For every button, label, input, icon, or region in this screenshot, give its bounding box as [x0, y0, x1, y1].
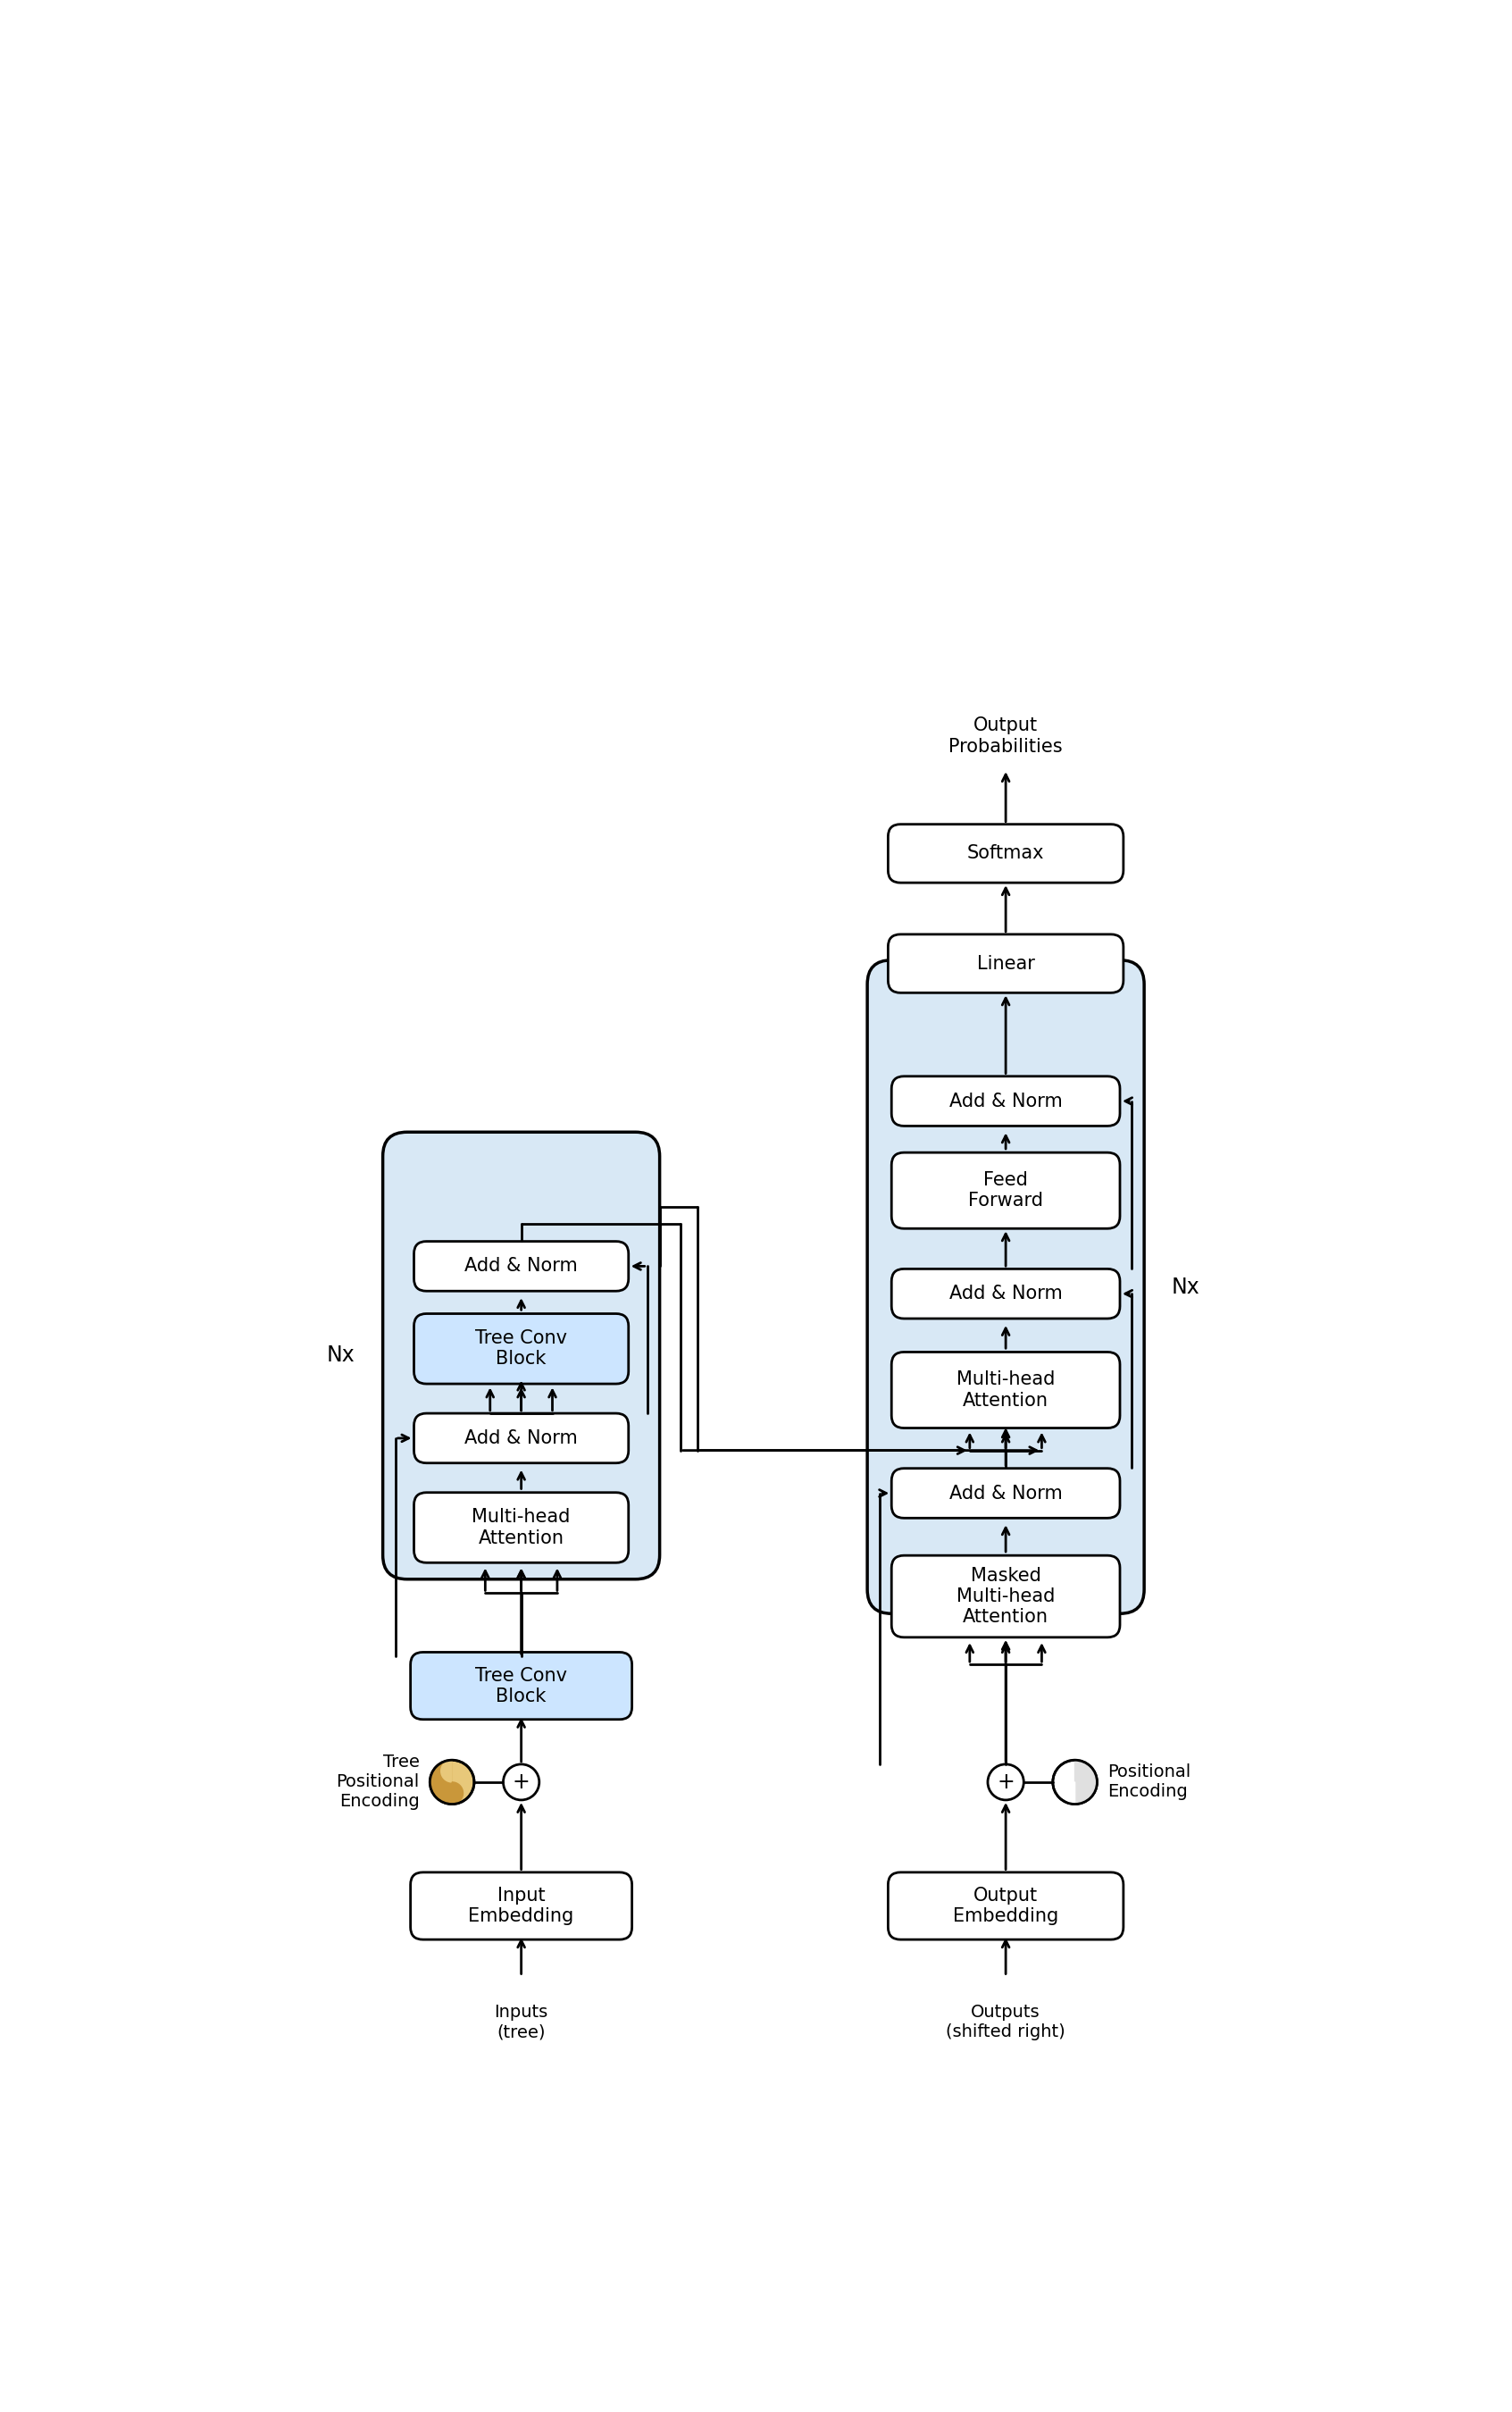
Text: Multi-head
Attention: Multi-head Attention	[957, 1370, 1055, 1409]
Polygon shape	[429, 1761, 452, 1804]
Text: Multi-head
Attention: Multi-head Attention	[472, 1508, 570, 1546]
FancyBboxPatch shape	[892, 1153, 1120, 1228]
Polygon shape	[1075, 1761, 1098, 1804]
Polygon shape	[442, 1761, 452, 1782]
Text: +: +	[996, 1770, 1015, 1792]
Text: Outputs
(shifted right): Outputs (shifted right)	[947, 2004, 1066, 2041]
Circle shape	[429, 1761, 475, 1804]
FancyBboxPatch shape	[892, 1469, 1120, 1517]
Text: +: +	[513, 1770, 531, 1792]
Text: Output
Embedding: Output Embedding	[953, 1886, 1058, 1925]
Text: Add & Norm: Add & Norm	[464, 1430, 578, 1447]
Text: Add & Norm: Add & Norm	[950, 1483, 1063, 1503]
Text: Nx: Nx	[1172, 1276, 1201, 1298]
Text: Add & Norm: Add & Norm	[950, 1286, 1063, 1302]
Text: Inputs
(tree): Inputs (tree)	[494, 2004, 549, 2041]
FancyBboxPatch shape	[414, 1413, 629, 1464]
Text: Nx: Nx	[327, 1346, 355, 1365]
FancyBboxPatch shape	[892, 1269, 1120, 1319]
Circle shape	[987, 1763, 1024, 1799]
Text: Tree Conv
Block: Tree Conv Block	[475, 1329, 567, 1368]
Text: Output
Probabilities: Output Probabilities	[948, 716, 1063, 755]
FancyBboxPatch shape	[892, 1556, 1120, 1638]
Polygon shape	[1075, 1761, 1086, 1782]
Text: Add & Norm: Add & Norm	[950, 1093, 1063, 1110]
FancyBboxPatch shape	[414, 1493, 629, 1563]
Text: Masked
Multi-head
Attention: Masked Multi-head Attention	[957, 1568, 1055, 1626]
FancyBboxPatch shape	[888, 1872, 1123, 1939]
FancyBboxPatch shape	[410, 1652, 632, 1720]
Text: Tree Conv
Block: Tree Conv Block	[475, 1667, 567, 1705]
Text: Feed
Forward: Feed Forward	[968, 1172, 1043, 1211]
Text: Input
Embedding: Input Embedding	[469, 1886, 575, 1925]
FancyBboxPatch shape	[868, 960, 1145, 1614]
Circle shape	[1052, 1761, 1098, 1804]
FancyBboxPatch shape	[414, 1242, 629, 1290]
FancyBboxPatch shape	[888, 933, 1123, 994]
FancyBboxPatch shape	[888, 825, 1123, 883]
FancyBboxPatch shape	[414, 1315, 629, 1384]
Text: Positional
Encoding: Positional Encoding	[1107, 1763, 1191, 1799]
Circle shape	[503, 1763, 540, 1799]
Polygon shape	[452, 1782, 463, 1804]
FancyBboxPatch shape	[383, 1131, 659, 1580]
FancyBboxPatch shape	[892, 1076, 1120, 1126]
FancyBboxPatch shape	[410, 1872, 632, 1939]
Text: Softmax: Softmax	[968, 844, 1045, 863]
Polygon shape	[1064, 1782, 1075, 1804]
Text: Add & Norm: Add & Norm	[464, 1257, 578, 1276]
Text: Tree
Positional
Encoding: Tree Positional Encoding	[336, 1754, 419, 1811]
Text: Linear: Linear	[977, 955, 1034, 972]
FancyBboxPatch shape	[892, 1353, 1120, 1428]
